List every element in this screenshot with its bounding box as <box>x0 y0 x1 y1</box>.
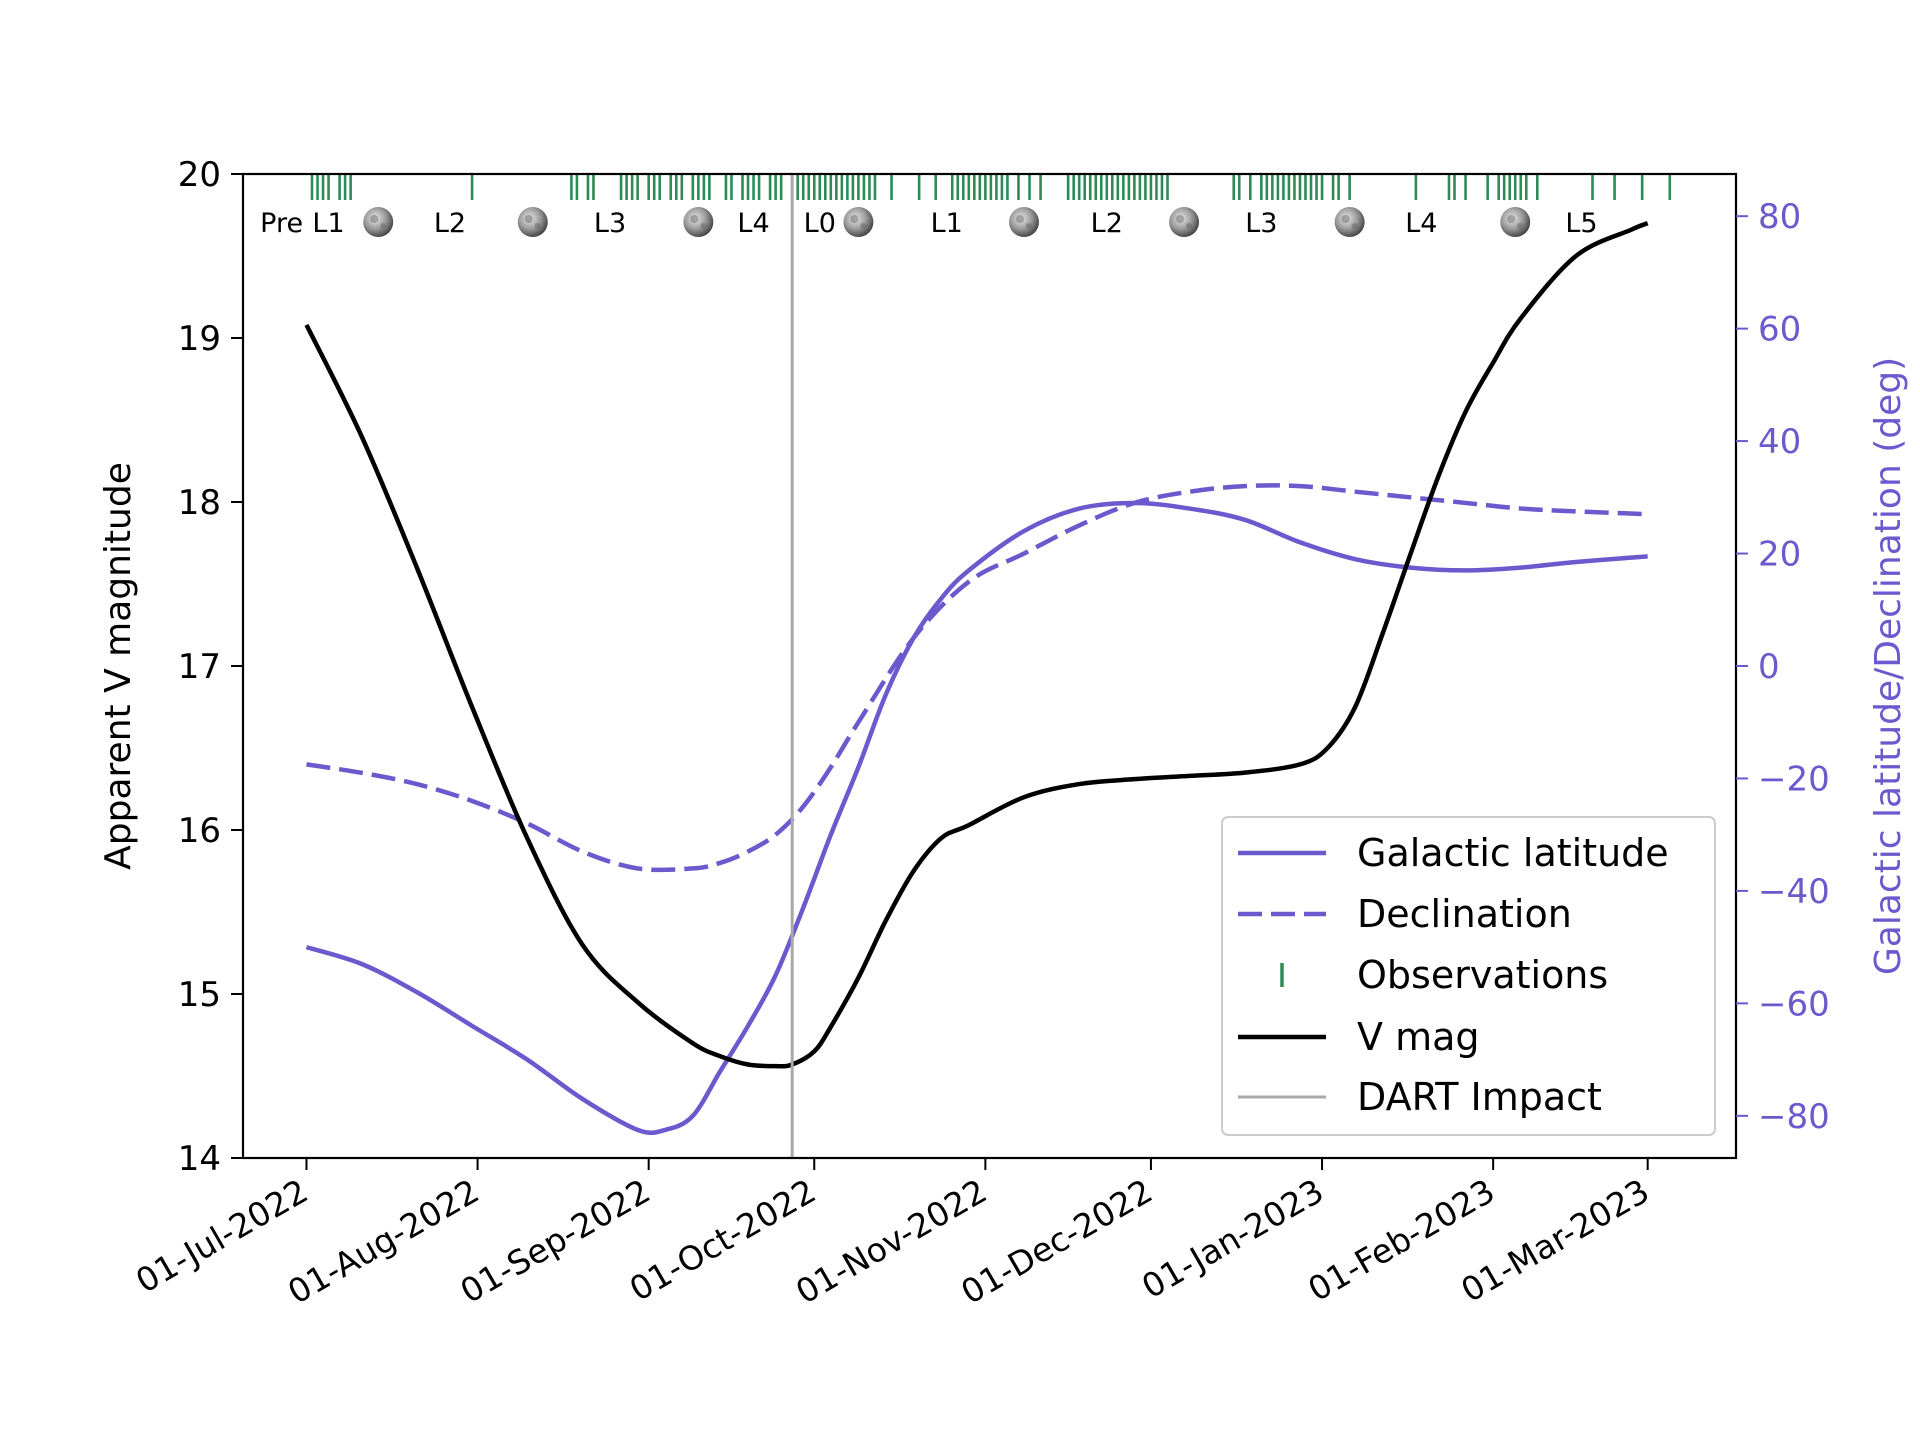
full-moon-icon <box>1169 207 1200 237</box>
moon-crater <box>690 215 699 223</box>
right-y-tick-label: 0 <box>1758 647 1780 687</box>
moon-crater <box>1025 223 1032 229</box>
x-tick-label: 01-Sep-2022 <box>454 1171 657 1311</box>
lunation-label: L5 <box>1565 208 1597 239</box>
moons-layer <box>363 207 1531 237</box>
legend-label-galactic-latitude: Galactic latitude <box>1357 831 1669 875</box>
left-y-tick-label: 19 <box>178 319 221 359</box>
x-axis: 01-Jul-202201-Aug-202201-Sep-202201-Oct-… <box>129 1158 1656 1312</box>
right-y-tick-label: −80 <box>1758 1097 1830 1137</box>
full-moon-icon <box>843 207 874 237</box>
full-moon-icon <box>363 207 394 237</box>
lunation-label: L3 <box>594 208 626 239</box>
left-y-tick-label: 17 <box>178 647 221 687</box>
legend-label-declination: Declination <box>1357 892 1572 936</box>
lunation-label: L4 <box>737 208 769 239</box>
legend-box <box>1221 816 1716 1136</box>
right-y-tick-label: −20 <box>1758 759 1830 799</box>
right-y-tick-label: −40 <box>1758 872 1830 912</box>
x-tick-label: 01-Aug-2022 <box>281 1171 485 1312</box>
left-y-tick-label: 20 <box>178 155 221 195</box>
moon-crater <box>1015 215 1024 223</box>
right-y-tick-label: 60 <box>1758 310 1801 350</box>
left-y-axis: 14 15 16 17 18 19 20 <box>178 155 243 1179</box>
full-moon-icon <box>1008 207 1039 237</box>
moon-crater <box>1341 215 1350 223</box>
moon-crater <box>380 223 387 229</box>
lunation-label: L3 <box>1245 208 1277 239</box>
moon-crater <box>700 223 707 229</box>
right-axis-label: Galactic latitude/Declination (deg) <box>1868 357 1909 975</box>
moon-crater <box>534 223 541 229</box>
legend-label-dart-impact: DART Impact <box>1357 1075 1602 1119</box>
right-y-tick-label: −60 <box>1758 984 1830 1024</box>
full-moon-icon <box>683 207 714 237</box>
series-v-mag <box>304 221 1649 1069</box>
lunation-label: L1 <box>931 208 963 239</box>
moon-crater <box>1186 223 1193 229</box>
observations-layer <box>310 174 1672 200</box>
lunation-label: L4 <box>1405 208 1437 239</box>
series-declination <box>306 483 1648 873</box>
left-y-tick-label: 18 <box>178 483 221 523</box>
full-moon-icon <box>517 207 548 237</box>
lunation-label: Pre <box>260 208 303 239</box>
right-y-tick-label: 80 <box>1758 197 1801 237</box>
moon-crater <box>850 215 859 223</box>
lunation-label: L2 <box>434 208 466 239</box>
moon-crater <box>524 215 533 223</box>
left-y-tick-label: 14 <box>178 1139 221 1179</box>
x-tick-label: 01-Jan-2023 <box>1135 1171 1330 1306</box>
left-y-tick-label: 16 <box>178 811 221 851</box>
full-moon-icon <box>1500 207 1531 237</box>
moon-crater <box>1507 215 1516 223</box>
lunation-label: L2 <box>1091 208 1123 239</box>
right-y-tick-label: 40 <box>1758 422 1801 462</box>
x-tick-label: 01-Oct-2022 <box>623 1171 822 1309</box>
series-galactic-latitude <box>305 500 1648 1136</box>
left-y-tick-label: 15 <box>178 975 221 1015</box>
full-moon-icon <box>1334 207 1365 237</box>
lunation-label: L1 <box>312 208 344 239</box>
lunation-labels-layer: Pre L1 L2 L3 L4 L0 L1 L2 L3 L4 L5 <box>260 208 1597 239</box>
moon-crater <box>370 215 379 223</box>
legend-label-observations: Observations <box>1357 953 1608 997</box>
moon-crater <box>1517 223 1524 229</box>
legend: Galactic latitude Declination Observatio… <box>1221 816 1716 1136</box>
moon-crater <box>1351 223 1358 229</box>
right-y-axis: −80 −60 −40 −20 0 20 40 60 80 <box>1736 197 1830 1137</box>
left-axis-label: Apparent V magnitude <box>98 462 139 870</box>
right-y-tick-label: 20 <box>1758 535 1801 575</box>
curves-layer <box>304 221 1649 1136</box>
lunation-label: L0 <box>804 208 836 239</box>
moon-crater <box>1176 215 1185 223</box>
moon-crater <box>860 223 867 229</box>
legend-label-vmag: V mag <box>1357 1015 1480 1059</box>
